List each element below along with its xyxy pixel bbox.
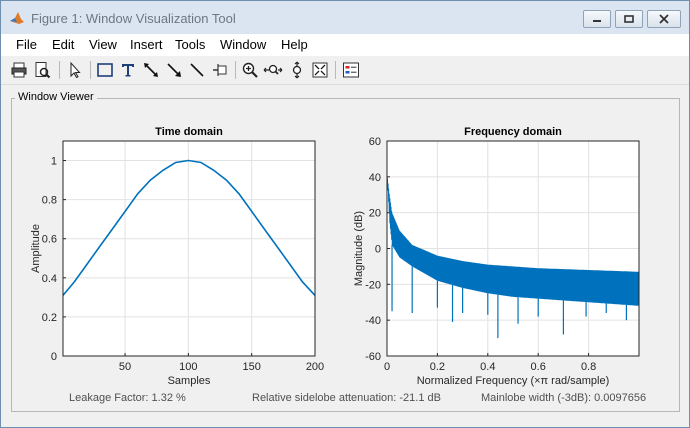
window-viewer-panel: [11, 98, 680, 412]
frequency-domain-axes[interactable]: 0 0.2 0.4 0.6 0.8 -60 -40 -20 0 20 40 60 Frequency d…: [353, 126, 640, 387]
axes-border: [386, 140, 640, 357]
line-icon: [190, 63, 204, 77]
x-tick-label: 100: [179, 361, 197, 373]
y-tick-label: 0: [51, 351, 57, 363]
sidelobe-attenuation: Relative sidelobe attenuation: -21.1 dB: [252, 392, 441, 404]
title-bar[interactable]: Figure 1: Window Visualization Tool: [1, 1, 689, 35]
x-tick-label: 0.4: [480, 361, 495, 373]
menu-help[interactable]: Help: [281, 37, 308, 52]
y-tick-label: 0.2: [42, 312, 57, 324]
toolbar-separator: [90, 61, 91, 79]
time-domain-axes[interactable]: 50 100 150 200 0 0.2 0.4 0.6 0.8 1 Time domain Samp…: [30, 126, 324, 387]
y-tick-label: -60: [365, 351, 381, 363]
spectrum-curve: [386, 173, 640, 306]
axes-border: [62, 140, 316, 357]
menu-tools[interactable]: Tools: [175, 37, 206, 52]
text-icon: [122, 64, 134, 77]
y-tick-label: -20: [365, 279, 381, 291]
insert-line-button[interactable]: [187, 60, 207, 80]
toolbar-separator: [235, 61, 236, 79]
print-button[interactable]: [9, 60, 29, 80]
menu-insert[interactable]: Insert: [130, 37, 163, 52]
leakage-factor: Leakage Factor: 1.32 %: [69, 392, 186, 404]
x-axis-label: Normalized Frequency (×π rad/sample): [417, 375, 610, 387]
restore-icon: [624, 15, 634, 23]
x-axis-label: Samples: [168, 375, 211, 387]
y-tick-label: -40: [365, 315, 381, 327]
data-cursor-button[interactable]: [287, 60, 307, 80]
pin-icon: [213, 64, 227, 76]
x-tick-label: 200: [306, 361, 324, 373]
mainlobe-width: Mainlobe width (-3dB): 0.0097656: [481, 392, 647, 404]
window-title: Figure 1: Window Visualization Tool: [31, 11, 236, 26]
insert-rectangle-button[interactable]: [95, 60, 115, 80]
y-axis-label: Amplitude: [30, 224, 42, 273]
toolbar-separator: [59, 61, 60, 79]
zoom-in-icon: [242, 62, 258, 78]
y-tick-label: 1: [51, 156, 57, 168]
restore-button[interactable]: [615, 10, 643, 28]
data-cursor-icon: [292, 61, 302, 79]
menu-bar: File Edit View Insert Tools Window Help: [1, 34, 689, 56]
rectangle-icon: [97, 63, 113, 77]
print-preview-button[interactable]: [32, 60, 52, 80]
y-tick-label: 0.8: [42, 195, 57, 207]
toolbar-separator: [335, 61, 336, 79]
fit-icon: [312, 62, 328, 78]
double-arrow-icon: [144, 63, 158, 77]
close-button[interactable]: [647, 10, 681, 28]
insert-double-arrow-button[interactable]: [141, 60, 161, 80]
select-arrow-icon: [70, 61, 81, 79]
fit-button[interactable]: [310, 60, 330, 80]
x-tick-label: 0.2: [430, 361, 445, 373]
y-tick-label: 0: [375, 244, 381, 256]
minimize-icon: [593, 20, 601, 22]
y-tick-label: 40: [369, 172, 381, 184]
x-tick-label: 150: [243, 361, 261, 373]
pan-icon: [263, 64, 283, 75]
print-icon: [11, 62, 27, 78]
pin-button[interactable]: [210, 60, 230, 80]
insert-text-button[interactable]: [118, 60, 138, 80]
pan-button[interactable]: [263, 60, 283, 80]
edit-plot-button[interactable]: [65, 60, 85, 80]
minimize-button[interactable]: [583, 10, 611, 28]
y-axis-label: Magnitude (dB): [353, 211, 365, 286]
x-tick-label: 0: [384, 361, 390, 373]
zoom-in-button[interactable]: [240, 60, 260, 80]
axes-title: Time domain: [155, 126, 223, 138]
menu-window[interactable]: Window: [220, 37, 267, 52]
y-tick-label: 60: [369, 136, 381, 148]
toolbar: [1, 56, 689, 85]
matlab-icon: [10, 12, 24, 24]
x-tick-label: 0.8: [581, 361, 596, 373]
print-preview-icon: [35, 62, 51, 79]
plot-area: [63, 141, 315, 356]
panel-title: Window Viewer: [15, 91, 97, 103]
y-tick-label: 20: [369, 208, 381, 220]
y-tick-label: 0.4: [42, 273, 57, 285]
window-curve: [62, 159, 316, 296]
arrow-icon: [167, 63, 181, 77]
menu-edit[interactable]: Edit: [52, 37, 75, 52]
menu-file[interactable]: File: [16, 37, 37, 52]
close-icon: [659, 14, 669, 24]
y-tick-label: 0.6: [42, 234, 57, 246]
legend-icon: [343, 62, 359, 78]
menu-view[interactable]: View: [89, 37, 117, 52]
x-tick-label: 50: [119, 361, 131, 373]
insert-arrow-button[interactable]: [164, 60, 184, 80]
x-tick-label: 0.6: [531, 361, 546, 373]
legend-button[interactable]: [341, 60, 361, 80]
axes-title: Frequency domain: [464, 126, 562, 138]
